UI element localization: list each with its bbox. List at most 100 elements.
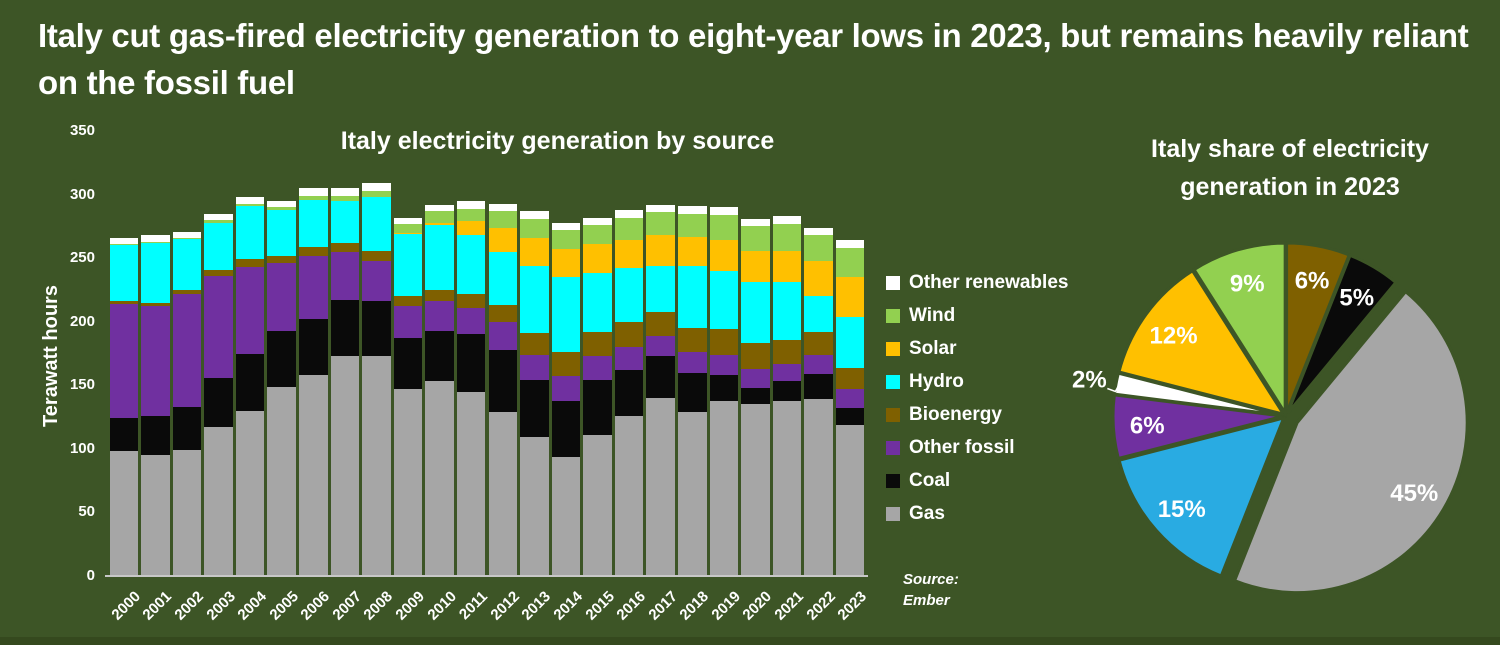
bar-segment-2017-bioenergy bbox=[646, 311, 675, 336]
bar-segment-2013-other-fossil bbox=[520, 354, 549, 381]
bar-segment-2018-bioenergy bbox=[678, 328, 707, 353]
bar-segment-2020-other-renewables bbox=[741, 218, 770, 227]
bar-segment-2019-other-fossil bbox=[709, 354, 739, 376]
x-axis-labels: 2000 2001 2002 2003 2004 2005 2006 2007 2008 2009… bbox=[108, 580, 870, 640]
bar-2005 bbox=[267, 200, 296, 576]
pie-label-other-renewables: 2% bbox=[1072, 366, 1107, 393]
bar-2001 bbox=[141, 235, 170, 576]
bar-segment-2010-solar bbox=[425, 222, 454, 226]
bar-segment-2007-bioenergy bbox=[330, 242, 360, 252]
bar-segment-2016-wind bbox=[614, 217, 644, 241]
bar-segment-2009-wind bbox=[393, 223, 423, 233]
bar-segment-2012-wind bbox=[488, 211, 518, 228]
source-label: Source: bbox=[903, 571, 959, 588]
pie-label-other-fossil: 6% bbox=[1130, 413, 1165, 440]
bar-segment-2020-hydro bbox=[741, 282, 770, 344]
bar-segment-2017-other-fossil bbox=[646, 335, 675, 357]
pie-slice-wind bbox=[1192, 241, 1287, 419]
bar-segment-2013-bioenergy bbox=[520, 333, 549, 355]
bar-segment-2002-wind bbox=[172, 237, 202, 240]
bar-segment-2012-gas bbox=[488, 412, 518, 576]
bar-segment-2014-wind bbox=[551, 230, 581, 250]
bar-segment-2023-wind bbox=[835, 248, 865, 278]
bar-segment-2018-solar bbox=[678, 236, 707, 266]
bar-2021 bbox=[772, 216, 802, 576]
bar-segment-2001-coal bbox=[141, 415, 170, 456]
bar-segment-2012-solar bbox=[488, 227, 518, 252]
bar-segment-2021-hydro bbox=[772, 282, 802, 340]
bar-segment-2003-hydro bbox=[204, 222, 233, 270]
bar-segment-2021-wind bbox=[772, 223, 802, 251]
bar-segment-2022-hydro bbox=[804, 296, 833, 332]
y-tick-50: 50 bbox=[78, 503, 95, 521]
bar-segment-2005-hydro bbox=[267, 209, 296, 256]
bar-2002 bbox=[172, 231, 202, 576]
footer-strip bbox=[0, 637, 1500, 645]
bar-segment-2012-hydro bbox=[488, 251, 518, 306]
y-tick-300: 300 bbox=[69, 185, 95, 203]
legend-swatch-other-fossil bbox=[886, 440, 900, 455]
bar-2004 bbox=[235, 197, 265, 576]
bar-segment-2002-other-renewables bbox=[172, 231, 202, 238]
bar-segment-2022-bioenergy bbox=[804, 331, 833, 355]
legend-item-coal: Coal bbox=[886, 464, 1086, 497]
pie-slice-hydro bbox=[1117, 415, 1287, 578]
bar-segment-2000-hydro bbox=[109, 245, 139, 302]
bar-segment-2006-coal bbox=[299, 319, 328, 376]
bar-segment-2006-wind bbox=[299, 195, 328, 200]
bar-segment-2000-gas bbox=[109, 451, 139, 576]
bar-segment-2001-other-renewables bbox=[141, 235, 170, 242]
pie-label-solar: 12% bbox=[1150, 322, 1198, 349]
bar-segment-2004-other-fossil bbox=[235, 267, 265, 354]
bar-segment-2001-other-fossil bbox=[141, 306, 170, 416]
legend-item-wind: Wind bbox=[886, 299, 1086, 332]
bar-segment-2020-bioenergy bbox=[741, 343, 770, 369]
bar-segment-2004-gas bbox=[235, 410, 265, 576]
bar-segment-2007-gas bbox=[330, 356, 360, 576]
bar-segment-2021-coal bbox=[772, 381, 802, 401]
y-tick-100: 100 bbox=[69, 439, 95, 457]
bar-segment-2022-wind bbox=[804, 235, 833, 261]
pie-label-gas: 45% bbox=[1390, 480, 1438, 507]
bar-2016 bbox=[614, 209, 644, 576]
source-note: Source: Ember bbox=[903, 569, 959, 611]
bar-segment-2018-coal bbox=[678, 372, 707, 412]
bar-segment-2000-other-fossil bbox=[109, 303, 139, 419]
bar-segment-2001-bioenergy bbox=[141, 302, 170, 307]
source-name: Ember bbox=[903, 592, 950, 609]
y-tick-0: 0 bbox=[86, 567, 95, 584]
pie-title-line1: Italy share of electricity bbox=[1151, 135, 1429, 163]
bar-segment-2023-solar bbox=[835, 277, 865, 317]
bar-segment-2018-gas bbox=[678, 412, 707, 576]
bar-segment-2015-solar bbox=[583, 244, 612, 274]
bar-2019 bbox=[709, 207, 739, 576]
y-tick-150: 150 bbox=[69, 376, 95, 394]
bar-segment-2017-coal bbox=[646, 356, 675, 398]
bar-segment-2002-bioenergy bbox=[172, 289, 202, 294]
bar-segment-2004-wind bbox=[235, 203, 265, 207]
bar-segment-2008-other-fossil bbox=[362, 260, 391, 302]
y-tick-200: 200 bbox=[69, 312, 95, 330]
bar-segment-2009-bioenergy bbox=[393, 296, 423, 307]
bar-2000 bbox=[109, 237, 139, 576]
bar-segment-2005-bioenergy bbox=[267, 255, 296, 264]
y-tick-250: 250 bbox=[69, 249, 95, 267]
bar-segment-2017-wind bbox=[646, 212, 675, 236]
bar-plot bbox=[108, 131, 866, 576]
bar-segment-2013-coal bbox=[520, 380, 549, 438]
bar-segment-2020-gas bbox=[741, 404, 770, 576]
bar-segment-2011-other-renewables bbox=[456, 200, 486, 209]
bar-segment-2018-other-fossil bbox=[678, 352, 707, 373]
bar-segment-2012-coal bbox=[488, 349, 518, 412]
bar-segment-2005-coal bbox=[267, 330, 296, 387]
legend-item-bioenergy: Bioenergy bbox=[886, 398, 1086, 431]
bar-segment-2003-coal bbox=[204, 377, 233, 428]
bar-2006 bbox=[299, 188, 328, 576]
bar-segment-2017-gas bbox=[646, 398, 675, 576]
bar-segment-2017-hydro bbox=[646, 265, 675, 312]
bar-segment-2020-wind bbox=[741, 226, 770, 251]
bar-segment-2019-gas bbox=[709, 400, 739, 576]
bar-2022 bbox=[804, 227, 833, 576]
bar-segment-2014-coal bbox=[551, 400, 581, 457]
bar-segment-2007-hydro bbox=[330, 200, 360, 243]
